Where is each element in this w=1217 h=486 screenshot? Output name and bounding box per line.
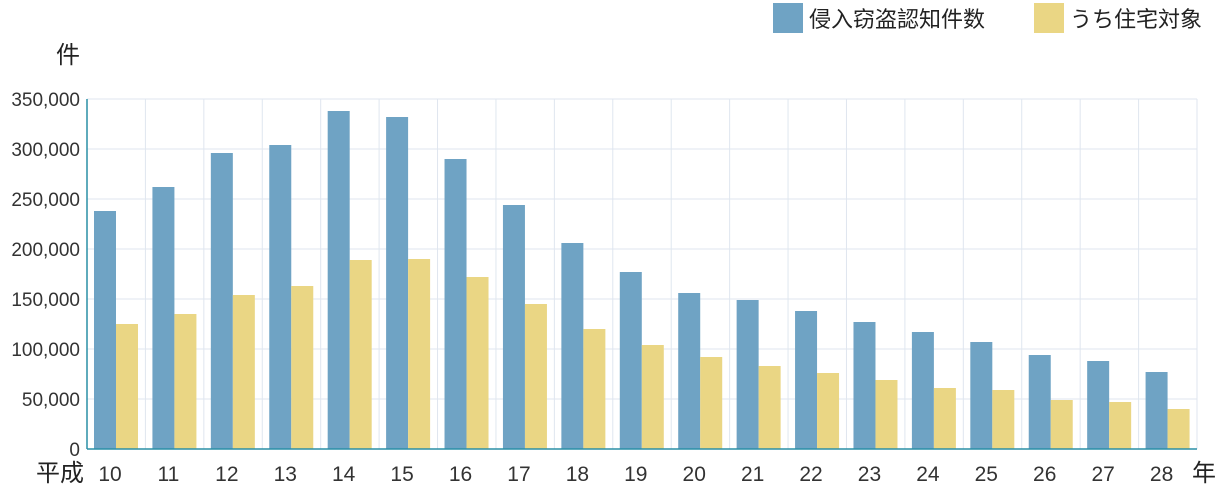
bar-residential-24: [933, 388, 956, 449]
bar-residential-17: [524, 304, 547, 449]
bar-total-14: [327, 111, 350, 449]
x-tick-label: 19: [624, 463, 647, 486]
bar-total-15: [386, 117, 409, 449]
x-axis-suffix-label: 年: [1192, 459, 1216, 486]
y-tick-label: 300,000: [11, 140, 80, 161]
bar-residential-11: [174, 314, 197, 449]
bar-residential-20: [700, 357, 723, 449]
bar-total-19: [619, 272, 642, 449]
legend-swatch: [773, 3, 803, 33]
y-tick-label: 50,000: [22, 390, 80, 411]
bar-total-17: [502, 205, 525, 449]
bar-residential-16: [466, 277, 489, 449]
x-tick-label: 11: [158, 463, 180, 486]
x-tick-label: 12: [215, 463, 238, 486]
x-tick-label: 10: [98, 463, 121, 486]
bar-total-12: [210, 153, 233, 449]
bar-total-28: [1145, 372, 1168, 449]
bar-residential-18: [583, 329, 606, 449]
x-axis-ticks: 10 11 12 13 14 15 16 17 18 19 20 21 22 23 24 25 26 27 28: [98, 463, 1173, 486]
bar-residential-21: [758, 366, 781, 449]
y-tick-label: 150,000: [11, 290, 80, 311]
legend-label: うち住宅対象: [1070, 8, 1202, 33]
x-tick-label: 23: [858, 463, 881, 486]
bar-residential-27: [1109, 402, 1132, 449]
bar-residential-12: [232, 295, 255, 449]
legend-swatch: [1034, 3, 1064, 33]
bar-total-10: [94, 211, 116, 449]
x-tick-label: 20: [683, 463, 706, 486]
bars: [94, 111, 1190, 449]
x-tick-label: 13: [274, 463, 297, 486]
bar-total-24: [911, 332, 934, 449]
x-tick-label: 25: [975, 463, 998, 486]
x-tick-label: 26: [1033, 463, 1056, 486]
y-tick-label: 100,000: [11, 340, 80, 361]
bar-total-16: [444, 159, 467, 449]
bar-residential-14: [349, 260, 372, 449]
bar-residential-28: [1167, 409, 1190, 449]
bar-total-20: [678, 293, 701, 449]
bar-total-26: [1028, 355, 1051, 449]
bar-total-25: [970, 342, 993, 449]
bar-residential-15: [408, 259, 431, 449]
x-tick-label: 22: [799, 463, 822, 486]
x-axis-prefix-label: 平成: [36, 459, 84, 486]
legend: 侵入窃盗認知件数 うち住宅対象: [773, 3, 1202, 33]
legend-label: 侵入窃盗認知件数: [809, 8, 985, 33]
bar-residential-25: [992, 390, 1015, 449]
bar-total-27: [1087, 361, 1110, 449]
x-tick-label: 15: [390, 463, 413, 486]
bar-residential-13: [291, 286, 314, 449]
x-tick-label: 16: [449, 463, 472, 486]
bar-total-22: [795, 311, 818, 449]
bar-total-13: [269, 145, 292, 449]
y-tick-label: 0: [69, 440, 80, 461]
bar-total-11: [152, 187, 175, 449]
x-tick-label: 28: [1150, 463, 1173, 486]
x-tick-label: 17: [507, 463, 530, 486]
y-tick-label: 250,000: [11, 190, 80, 211]
bar-residential-10: [116, 324, 138, 449]
bar-residential-19: [641, 345, 664, 449]
x-tick-label: 24: [916, 463, 940, 486]
y-axis-label: 件: [56, 41, 80, 69]
bar-total-21: [736, 300, 759, 449]
y-tick-label: 200,000: [11, 240, 80, 261]
bar-total-23: [853, 322, 876, 449]
y-tick-label: 350,000: [11, 90, 80, 111]
x-tick-label: 21: [741, 463, 764, 486]
y-axis-ticks: 0 50,000 100,000 150,000 200,000 250,000 300,0…: [11, 90, 80, 461]
x-tick-label: 27: [1091, 463, 1114, 486]
bar-total-18: [561, 243, 584, 449]
x-tick-label: 14: [332, 463, 356, 486]
bar-residential-23: [875, 380, 898, 449]
bar-residential-22: [817, 373, 840, 449]
bar-residential-26: [1050, 400, 1073, 449]
x-tick-label: 18: [566, 463, 589, 486]
